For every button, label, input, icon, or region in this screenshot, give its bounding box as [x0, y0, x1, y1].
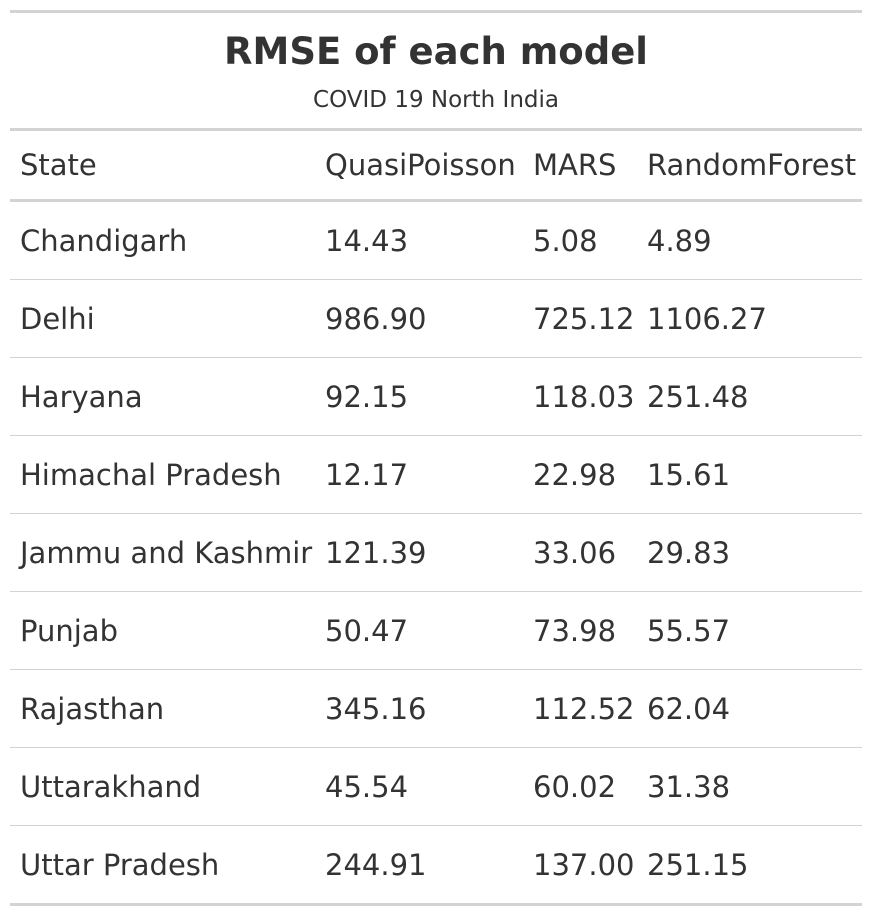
mars-cell: 137.00 [523, 825, 637, 906]
state-cell: Himachal Pradesh [10, 435, 315, 514]
quasipoisson-cell: 14.43 [315, 200, 523, 280]
state-cell: Punjab [10, 591, 315, 670]
table-subtitle: COVID 19 North India [313, 87, 559, 113]
mars-cell: 725.12 [523, 279, 637, 358]
mars-cell: 22.98 [523, 435, 637, 514]
quasipoisson-cell: 45.54 [315, 747, 523, 826]
table-row: Haryana 92.15 118.03 251.48 [10, 357, 862, 436]
column-header-quasipoisson: QuasiPoisson [315, 131, 523, 202]
quasipoisson-cell: 244.91 [315, 825, 523, 906]
mars-cell: 112.52 [523, 669, 637, 748]
state-cell: Uttar Pradesh [10, 825, 315, 906]
column-header-mars: MARS [523, 131, 637, 202]
table-row: Punjab 50.47 73.98 55.57 [10, 591, 862, 670]
heading-rule [10, 128, 862, 131]
mars-cell: 118.03 [523, 357, 637, 436]
state-cell: Uttarakhand [10, 747, 315, 826]
state-cell: Jammu and Kashmir [10, 513, 315, 592]
mars-cell: 5.08 [523, 200, 637, 280]
column-header-state: State [10, 131, 315, 202]
quasipoisson-cell: 12.17 [315, 435, 523, 514]
quasipoisson-cell: 121.39 [315, 513, 523, 592]
state-cell: Rajasthan [10, 669, 315, 748]
quasipoisson-cell: 345.16 [315, 669, 523, 748]
mars-cell: 73.98 [523, 591, 637, 670]
mars-cell: 33.06 [523, 513, 637, 592]
table-row: Himachal Pradesh 12.17 22.98 15.61 [10, 435, 862, 514]
table-row: Rajasthan 345.16 112.52 62.04 [10, 669, 862, 748]
state-cell: Chandigarh [10, 200, 315, 280]
mars-cell: 60.02 [523, 747, 637, 826]
quasipoisson-cell: 92.15 [315, 357, 523, 436]
state-cell: Haryana [10, 357, 315, 436]
randomforest-cell: 4.89 [637, 200, 862, 280]
top-rule [10, 10, 862, 13]
rmse-table-container: RMSE of each model COVID 19 North India … [10, 10, 862, 906]
randomforest-cell: 55.57 [637, 591, 862, 670]
quasipoisson-cell: 986.90 [315, 279, 523, 358]
column-header-randomforest: RandomForest [637, 131, 862, 202]
randomforest-cell: 29.83 [637, 513, 862, 592]
table-row: Chandigarh 14.43 5.08 4.89 [10, 200, 862, 280]
randomforest-cell: 1106.27 [637, 279, 862, 358]
quasipoisson-cell: 50.47 [315, 591, 523, 670]
table-title: RMSE of each model [224, 30, 648, 73]
state-cell: Delhi [10, 279, 315, 358]
table-row: Delhi 986.90 725.12 1106.27 [10, 279, 862, 358]
randomforest-cell: 251.48 [637, 357, 862, 436]
randomforest-cell: 31.38 [637, 747, 862, 826]
randomforest-cell: 15.61 [637, 435, 862, 514]
rmse-table: State QuasiPoisson MARS RandomForest Cha… [10, 131, 862, 906]
randomforest-cell: 62.04 [637, 669, 862, 748]
table-row: Jammu and Kashmir 121.39 33.06 29.83 [10, 513, 862, 592]
randomforest-cell: 251.15 [637, 825, 862, 906]
table-row: Uttar Pradesh 244.91 137.00 251.15 [10, 825, 862, 906]
header-row: State QuasiPoisson MARS RandomForest [10, 131, 862, 202]
table-row: Uttarakhand 45.54 60.02 31.38 [10, 747, 862, 826]
